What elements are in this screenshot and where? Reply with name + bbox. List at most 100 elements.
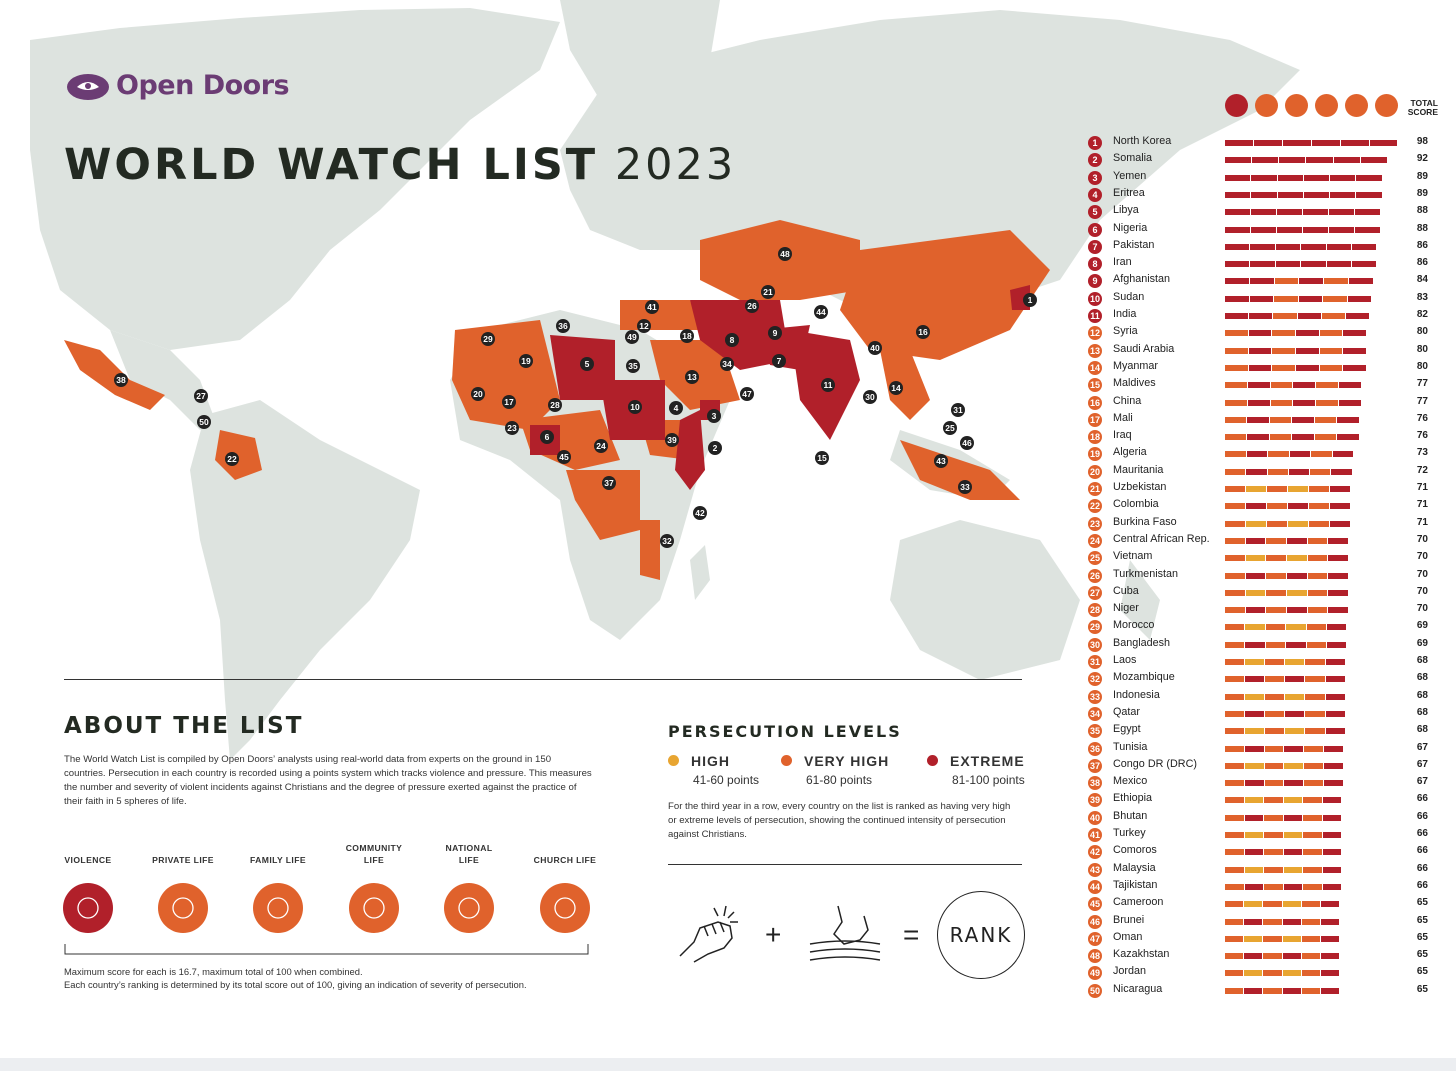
score-segment <box>1225 710 1245 717</box>
map-marker: 14 <box>889 381 903 395</box>
score-segment <box>1265 693 1285 700</box>
score-segment <box>1297 313 1321 319</box>
score-segment <box>1329 503 1350 510</box>
score-segment <box>1293 399 1315 406</box>
map-marker: 29 <box>481 332 495 346</box>
map-marker: 24 <box>594 439 608 453</box>
map-marker-dot <box>594 439 608 453</box>
map-marker-dot <box>916 325 930 339</box>
total-score: 77 <box>1416 378 1428 390</box>
score-bar <box>1225 243 1377 250</box>
score-segment <box>1314 434 1337 441</box>
map-marker: 1 <box>1023 293 1037 307</box>
score-segment <box>1245 624 1265 631</box>
map-marker-label: 3 <box>712 411 717 421</box>
score-bar <box>1225 710 1345 717</box>
score-segment <box>1287 520 1308 527</box>
score-segment <box>1346 313 1370 319</box>
score-segment <box>1225 814 1244 821</box>
score-segment <box>1244 832 1264 838</box>
score-segment <box>1330 174 1356 181</box>
ranking-row: 29 Morocco 69 <box>1088 618 1438 635</box>
equals-sign: = <box>903 919 920 950</box>
bracket <box>64 944 589 955</box>
country-name: Bhutan <box>1113 809 1148 822</box>
score-segment <box>1287 503 1308 510</box>
score-bar <box>1225 883 1342 890</box>
score-segment <box>1287 537 1307 544</box>
open-doors-logo: Open Doors <box>66 70 290 101</box>
score-segment <box>1284 745 1304 752</box>
score-bar <box>1225 797 1342 804</box>
family-life-icon <box>1285 94 1308 117</box>
score-bar <box>1225 935 1340 942</box>
ranking-row: 16 China 77 <box>1088 394 1438 411</box>
level-dot <box>781 755 792 766</box>
score-segment <box>1305 676 1325 683</box>
map-marker-label: 24 <box>596 441 606 451</box>
rank-badge: 4 <box>1088 187 1102 202</box>
score-segment <box>1249 295 1273 302</box>
rank-badge: 32 <box>1088 672 1102 687</box>
country-name: Sudan <box>1113 290 1145 303</box>
country-name: Colombia <box>1113 498 1159 511</box>
score-segment <box>1319 347 1343 354</box>
score-segment <box>1283 866 1303 873</box>
score-segment <box>1304 745 1324 752</box>
score-segment <box>1282 970 1301 977</box>
score-segment <box>1225 676 1245 683</box>
map-marker-dot <box>772 354 786 368</box>
map-marker: 9 <box>768 326 782 340</box>
score-segment <box>1264 866 1283 873</box>
score-segment <box>1332 451 1354 458</box>
score-segment <box>1225 157 1252 164</box>
score-segment <box>1301 970 1321 977</box>
score-bar <box>1225 295 1371 302</box>
score-bar <box>1225 416 1359 423</box>
score-segment <box>1303 814 1322 821</box>
score-segment <box>1266 520 1287 527</box>
score-bar <box>1225 399 1361 406</box>
map-marker: 50 <box>197 415 211 429</box>
score-segment <box>1351 243 1377 250</box>
map-rank-markers: 1234567891011121314151617181920212223242… <box>114 247 1037 548</box>
map-marker: 12 <box>637 319 651 333</box>
logo-text: Open Doors <box>116 70 290 101</box>
map-marker-dot <box>934 454 948 468</box>
score-segment <box>1322 797 1342 804</box>
score-segment <box>1225 607 1245 614</box>
total-score: 65 <box>1416 914 1428 926</box>
ranking-row: 43 Malaysia 66 <box>1088 861 1438 878</box>
sphere-label: PRIVATE LIFE <box>152 855 214 865</box>
map-marker-dot <box>778 247 792 261</box>
rank-badge: 46 <box>1088 914 1102 929</box>
score-segment <box>1303 191 1330 198</box>
score-segment <box>1337 434 1359 441</box>
rank-badge: 26 <box>1088 568 1102 583</box>
country-name: Uzbekistan <box>1113 481 1167 493</box>
ranking-row: 30 Bangladesh 69 <box>1088 636 1438 653</box>
score-segment <box>1264 780 1284 787</box>
score-segment <box>1225 849 1244 856</box>
map-marker-label: 15 <box>817 453 827 463</box>
map-marker: 28 <box>548 398 562 412</box>
level-high: HIGH <box>668 753 730 769</box>
score-segment <box>1298 295 1322 302</box>
score-segment <box>1244 745 1264 752</box>
country-name: China <box>1113 394 1142 407</box>
total-score: 68 <box>1416 724 1428 736</box>
score-segment <box>1307 607 1328 614</box>
score-segment <box>1286 624 1306 631</box>
score-bar <box>1225 313 1370 319</box>
score-segment <box>1225 987 1244 994</box>
ranking-row: 39 Ethiopia 66 <box>1088 791 1438 808</box>
map-marker: 8 <box>725 333 739 347</box>
score-segment <box>1247 434 1269 441</box>
footnote-1: Maximum score for each is 16.7, maximum … <box>64 966 363 977</box>
score-segment <box>1245 520 1266 527</box>
map-marker-dot <box>602 476 616 490</box>
pressure-hand-icon <box>809 905 881 961</box>
level-label: EXTREME <box>950 753 1025 769</box>
ranking-row: 10 Sudan 83 <box>1088 290 1438 307</box>
score-segment <box>1284 780 1304 787</box>
